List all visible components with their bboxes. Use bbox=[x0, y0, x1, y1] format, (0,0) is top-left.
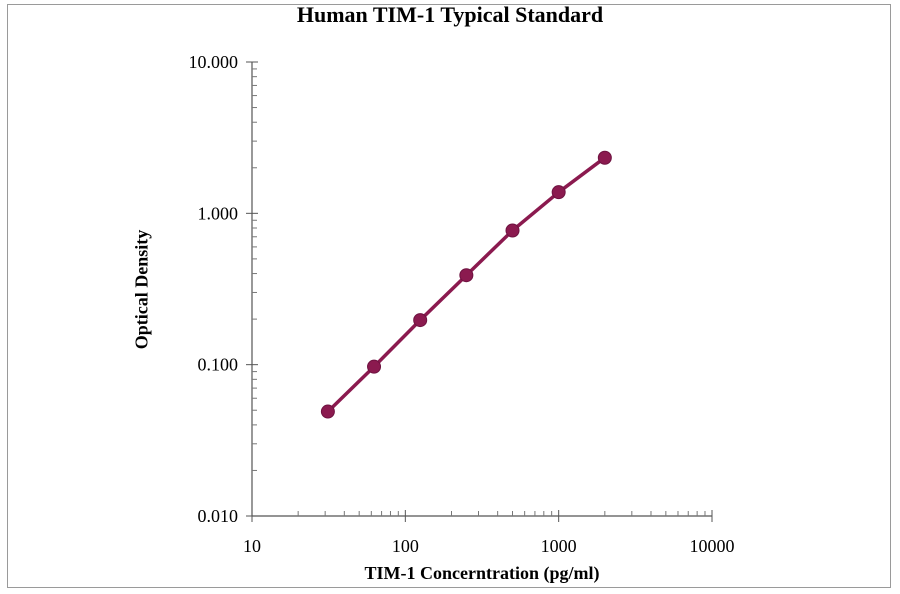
series-layer bbox=[320, 150, 612, 419]
y-tick-label: 1.000 bbox=[198, 203, 239, 223]
y-tick-label: 0.010 bbox=[198, 506, 239, 526]
x-tick-label: 10000 bbox=[690, 536, 735, 556]
data-point bbox=[413, 313, 428, 328]
chart-frame bbox=[7, 4, 891, 588]
data-point bbox=[320, 404, 335, 419]
data-point bbox=[459, 268, 474, 283]
x-tick-label: 10 bbox=[243, 536, 261, 556]
axes bbox=[246, 61, 713, 522]
data-point bbox=[597, 150, 612, 165]
y-tick-label: 10.000 bbox=[189, 52, 239, 72]
x-tick-label: 100 bbox=[392, 536, 419, 556]
y-tick-label: 0.100 bbox=[198, 355, 239, 375]
data-point bbox=[505, 223, 520, 238]
x-tick-label: 1000 bbox=[541, 536, 577, 556]
data-point bbox=[551, 185, 566, 200]
x-axis-label: TIM-1 Concerntration (pg/ml) bbox=[364, 563, 600, 583]
tick-labels: 0.010 0.100 1.000 10.000 10 100 1000 10000 bbox=[189, 52, 735, 556]
chart-title: Human TIM-1 Typical Standard bbox=[296, 2, 604, 27]
data-point bbox=[367, 359, 382, 374]
